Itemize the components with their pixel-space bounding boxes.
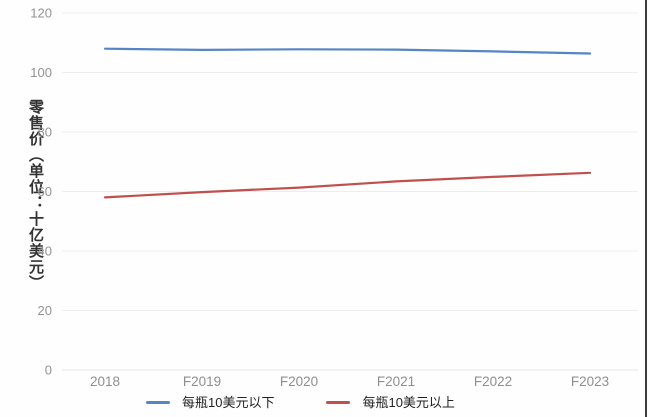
x-tick-label: 2018 — [90, 374, 120, 389]
y-tick-label: 120 — [30, 6, 52, 21]
x-tick-label: F2023 — [571, 374, 609, 389]
y-tick-label: 40 — [38, 244, 52, 259]
legend: 每瓶10美元以下 每瓶10美元以上 — [146, 396, 455, 409]
series-line — [103, 171, 592, 199]
series-line — [103, 47, 592, 55]
legend-item: 每瓶10美元以上 — [326, 395, 455, 410]
legend-dash-icon — [326, 401, 351, 404]
legend-label: 每瓶10美元以下 — [182, 395, 275, 410]
y-tick-label: 20 — [38, 303, 52, 318]
legend-item: 每瓶10美元以下 — [146, 396, 274, 409]
y-tick-label: 100 — [30, 65, 52, 80]
y-axis-title: 零售价（单位：十亿美元） — [27, 99, 44, 291]
y-tick-label: 80 — [38, 125, 52, 140]
right-border-line — [645, 0, 647, 417]
legend-dash-icon — [146, 401, 170, 404]
x-tick-label: F2021 — [377, 374, 415, 389]
x-tick-label: F2020 — [280, 374, 318, 389]
legend-label: 每瓶10美元以上 — [362, 395, 455, 410]
x-tick-label: F2022 — [474, 374, 512, 389]
y-tick-label: 60 — [38, 184, 52, 199]
y-tick-label: 0 — [45, 363, 52, 378]
x-tick-label: F2019 — [183, 374, 221, 389]
